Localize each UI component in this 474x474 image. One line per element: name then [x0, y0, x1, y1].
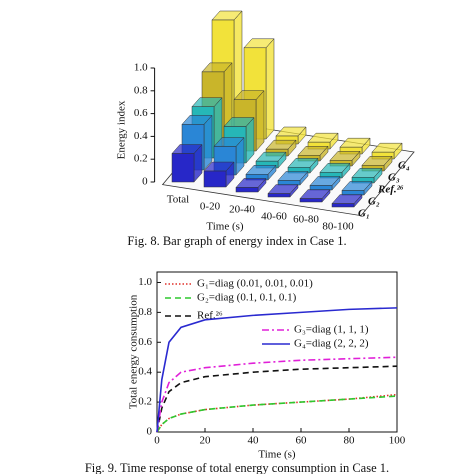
bar — [341, 190, 365, 196]
y-tick-label: 0.6 — [138, 336, 152, 348]
bar — [331, 203, 355, 208]
line — [156, 365, 398, 433]
series-label: G₃ — [388, 172, 400, 184]
bar — [309, 185, 333, 191]
series-label: G₁ — [358, 208, 370, 220]
x-tick-label: 0-20 — [200, 201, 221, 213]
bar-side — [265, 38, 275, 140]
legend-label: G₂=diag (0.1, 0.1, 0.1) — [197, 292, 297, 304]
y-tick-label: 0.6 — [134, 107, 148, 119]
line — [156, 395, 398, 433]
legend-label: G₄=diag (2, 2, 2) — [294, 338, 369, 350]
bar — [299, 198, 323, 203]
series-label: Ref.²⁶ — [377, 184, 404, 196]
bar — [203, 170, 227, 188]
x-tick-label: 80 — [344, 435, 356, 447]
y-tick-label: 0.2 — [138, 396, 152, 408]
y-tick-label: 0.4 — [134, 130, 148, 142]
y-axis-label: Total energy consumption — [128, 294, 140, 409]
x-axis-label: Time (s) — [258, 449, 296, 461]
x-tick-label: 60 — [296, 435, 308, 447]
line — [156, 307, 398, 433]
x-tick-label: Total — [167, 194, 189, 206]
bar — [267, 193, 291, 198]
y-tick-label: 0 — [147, 426, 153, 438]
plot-frame — [156, 271, 398, 433]
series-label: G₂ — [368, 196, 380, 208]
y-tick-label: 0.4 — [138, 366, 152, 378]
legend-label: G₁=diag (0.01, 0.01, 0.01) — [197, 278, 313, 290]
legend-label: G₃=diag (1, 1, 1) — [294, 324, 369, 336]
bar-side — [203, 114, 213, 171]
bar — [235, 187, 259, 193]
line — [156, 393, 398, 433]
x-tick-label: 60-80 — [293, 214, 319, 226]
x-tick-label: 20-40 — [229, 204, 255, 216]
y-axis-label: Energy index — [116, 100, 128, 159]
x-tick-label: 40 — [248, 435, 260, 447]
x-tick-label: 20 — [200, 435, 212, 447]
x-tick-label: 100 — [389, 435, 406, 447]
line — [156, 356, 398, 433]
y-tick-label: 0.8 — [134, 84, 148, 96]
y-tick-label: 1.0 — [138, 276, 152, 288]
x-tick-label: 40-60 — [261, 211, 287, 223]
bar — [277, 180, 301, 186]
y-tick-label: 0.8 — [138, 306, 152, 318]
caption: Fig. 8. Bar graph of energy index in Cas… — [127, 234, 346, 248]
series-label: G₄ — [398, 160, 410, 172]
x-axis-label: Time (s) — [206, 221, 244, 233]
y-tick-label: 1.0 — [134, 62, 148, 74]
y-tick-label: 0 — [142, 176, 148, 188]
x-tick-label: 0 — [154, 435, 160, 447]
caption: Fig. 9. Time response of total energy co… — [85, 461, 389, 474]
bar-side — [255, 90, 265, 152]
x-tick-label: 80-100 — [322, 221, 354, 233]
y-tick-label: 0.2 — [134, 153, 148, 165]
bar — [171, 153, 195, 183]
